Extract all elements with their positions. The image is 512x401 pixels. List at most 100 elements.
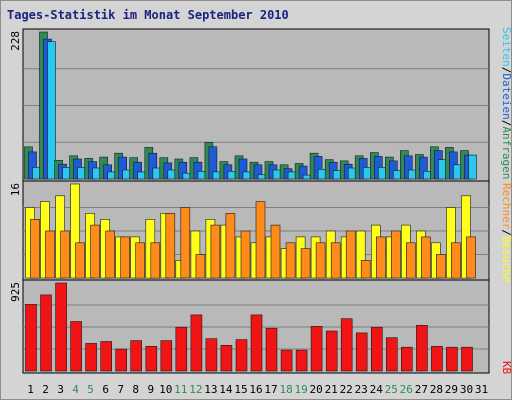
bar-seiten-29 — [453, 164, 462, 180]
bar-seiten-20 — [317, 169, 327, 180]
bar-kb-26 — [400, 346, 413, 372]
bar-seiten-17 — [272, 169, 282, 180]
bar-kb-27 — [416, 324, 428, 372]
x-tick-label-6: 6 — [102, 383, 109, 396]
x-tick-label-22: 22 — [340, 383, 353, 396]
bar-seiten-8 — [137, 171, 146, 180]
bar-kb-5 — [85, 343, 97, 372]
bar-rechner-6 — [105, 230, 115, 279]
x-tick-label-18: 18 — [279, 383, 292, 396]
bar-kb-9 — [145, 345, 158, 372]
bar-rechner-3 — [60, 230, 70, 279]
bar-kb-11 — [175, 326, 188, 372]
panel-kb: 925 KB — [9, 279, 512, 375]
x-tick-label-7: 7 — [117, 383, 124, 396]
bar-rechner-29 — [451, 242, 461, 279]
bar-kb-3 — [55, 282, 67, 372]
bar-kb-8 — [130, 340, 142, 372]
x-tick-label-23: 23 — [355, 383, 368, 396]
bar-rechner-28 — [436, 254, 446, 279]
bar-kb-17 — [265, 327, 278, 372]
bar-rechner-17 — [270, 224, 281, 279]
bar-kb-20 — [310, 325, 323, 372]
x-tick-label-27: 27 — [415, 383, 428, 396]
bar-kb-12 — [190, 314, 203, 372]
bar-rechner-1 — [30, 219, 40, 279]
side-legend-item: Dateien — [500, 73, 512, 119]
x-tick-label-17: 17 — [264, 383, 277, 396]
bar-kb-22 — [340, 318, 353, 372]
bar-rechner-26 — [405, 242, 416, 279]
bar-rechner-12 — [195, 254, 206, 279]
bar-kb-24 — [370, 326, 383, 372]
bar-rechner-15 — [240, 230, 251, 279]
bar-rechner-30 — [466, 236, 476, 279]
bar-seiten-30 — [468, 154, 477, 180]
bar-kb-1 — [25, 304, 37, 372]
bar-kb-4 — [70, 321, 82, 372]
side-legend-item: Besuche — [500, 236, 512, 282]
side-legend-item: KB — [500, 361, 512, 375]
x-tick-label-15: 15 — [234, 383, 247, 396]
x-tick-label-21: 21 — [325, 383, 338, 396]
bar-kb-2 — [40, 294, 52, 372]
x-tick-label-4: 4 — [72, 383, 79, 396]
x-tick-label-1: 1 — [27, 383, 34, 396]
bar-rechner-22 — [345, 230, 356, 279]
x-tick-label-25: 25 — [385, 383, 398, 396]
bar-seiten-14 — [227, 171, 237, 180]
bar-kb-29 — [446, 346, 458, 372]
bar-rechner-19 — [300, 248, 311, 279]
side-legend-item: / — [500, 67, 512, 74]
bar-rechner-7 — [120, 236, 130, 279]
side-legend: Rechner/Besuche — [500, 183, 512, 282]
bar-seiten-2 — [47, 41, 56, 180]
bar-kb-28 — [431, 345, 443, 372]
bar-kb-15 — [235, 339, 248, 372]
x-tick-label-28: 28 — [430, 383, 443, 396]
chart-title: Tages-Statistik im Monat September 2010 — [7, 8, 289, 22]
bar-rechner-8 — [135, 242, 145, 279]
x-tick-label-20: 20 — [309, 383, 322, 396]
x-tick-label-29: 29 — [445, 383, 458, 396]
bar-rechner-4 — [75, 242, 85, 279]
x-tick-label-26: 26 — [400, 383, 413, 396]
y-max-label: 925 — [9, 282, 22, 302]
x-tick-label-10: 10 — [159, 383, 172, 396]
bar-rechner-27 — [421, 236, 431, 279]
bar-kb-23 — [355, 332, 368, 372]
x-tick-label-9: 9 — [147, 383, 154, 396]
x-tick-label-12: 12 — [189, 383, 202, 396]
x-tick-label-14: 14 — [219, 383, 233, 396]
x-tick-label-2: 2 — [42, 383, 49, 396]
panel-besuche-rechner: 16 Rechner/Besuche — [9, 180, 512, 282]
bar-rechner-10 — [165, 213, 176, 279]
x-tick-label-11: 11 — [174, 383, 187, 396]
bar-rechner-18 — [285, 242, 296, 279]
side-legend-item: Seiten — [500, 27, 512, 67]
bar-rechner-14 — [225, 213, 236, 279]
bar-kb-10 — [160, 340, 173, 372]
y-max-label: 16 — [9, 183, 22, 196]
y-max-label: 228 — [9, 31, 22, 51]
bar-kb-18 — [280, 349, 293, 372]
bar-rechner-13 — [210, 224, 221, 279]
bar-kb-7 — [115, 348, 127, 372]
x-tick-label-31: 31 — [475, 383, 488, 396]
bar-rechner-24 — [375, 236, 386, 279]
x-tick-label-3: 3 — [57, 383, 64, 396]
bar-besuche-23 — [355, 230, 366, 279]
bar-seiten-26 — [407, 169, 417, 180]
panel-anfragen-dateien-seiten: 228 Seiten/Dateien/Anfragen — [9, 27, 512, 182]
side-legend-item: / — [500, 120, 512, 127]
side-legend-item: Anfragen — [500, 126, 512, 179]
x-tick-label-5: 5 — [87, 383, 94, 396]
bar-rechner-11 — [180, 207, 191, 279]
bar-rechner-21 — [330, 242, 341, 279]
bar-rechner-25 — [390, 230, 401, 279]
bar-kb-25 — [385, 337, 398, 372]
x-tick-label-13: 13 — [204, 383, 217, 396]
bar-rechner-5 — [90, 224, 100, 279]
bar-kb-19 — [295, 349, 308, 372]
